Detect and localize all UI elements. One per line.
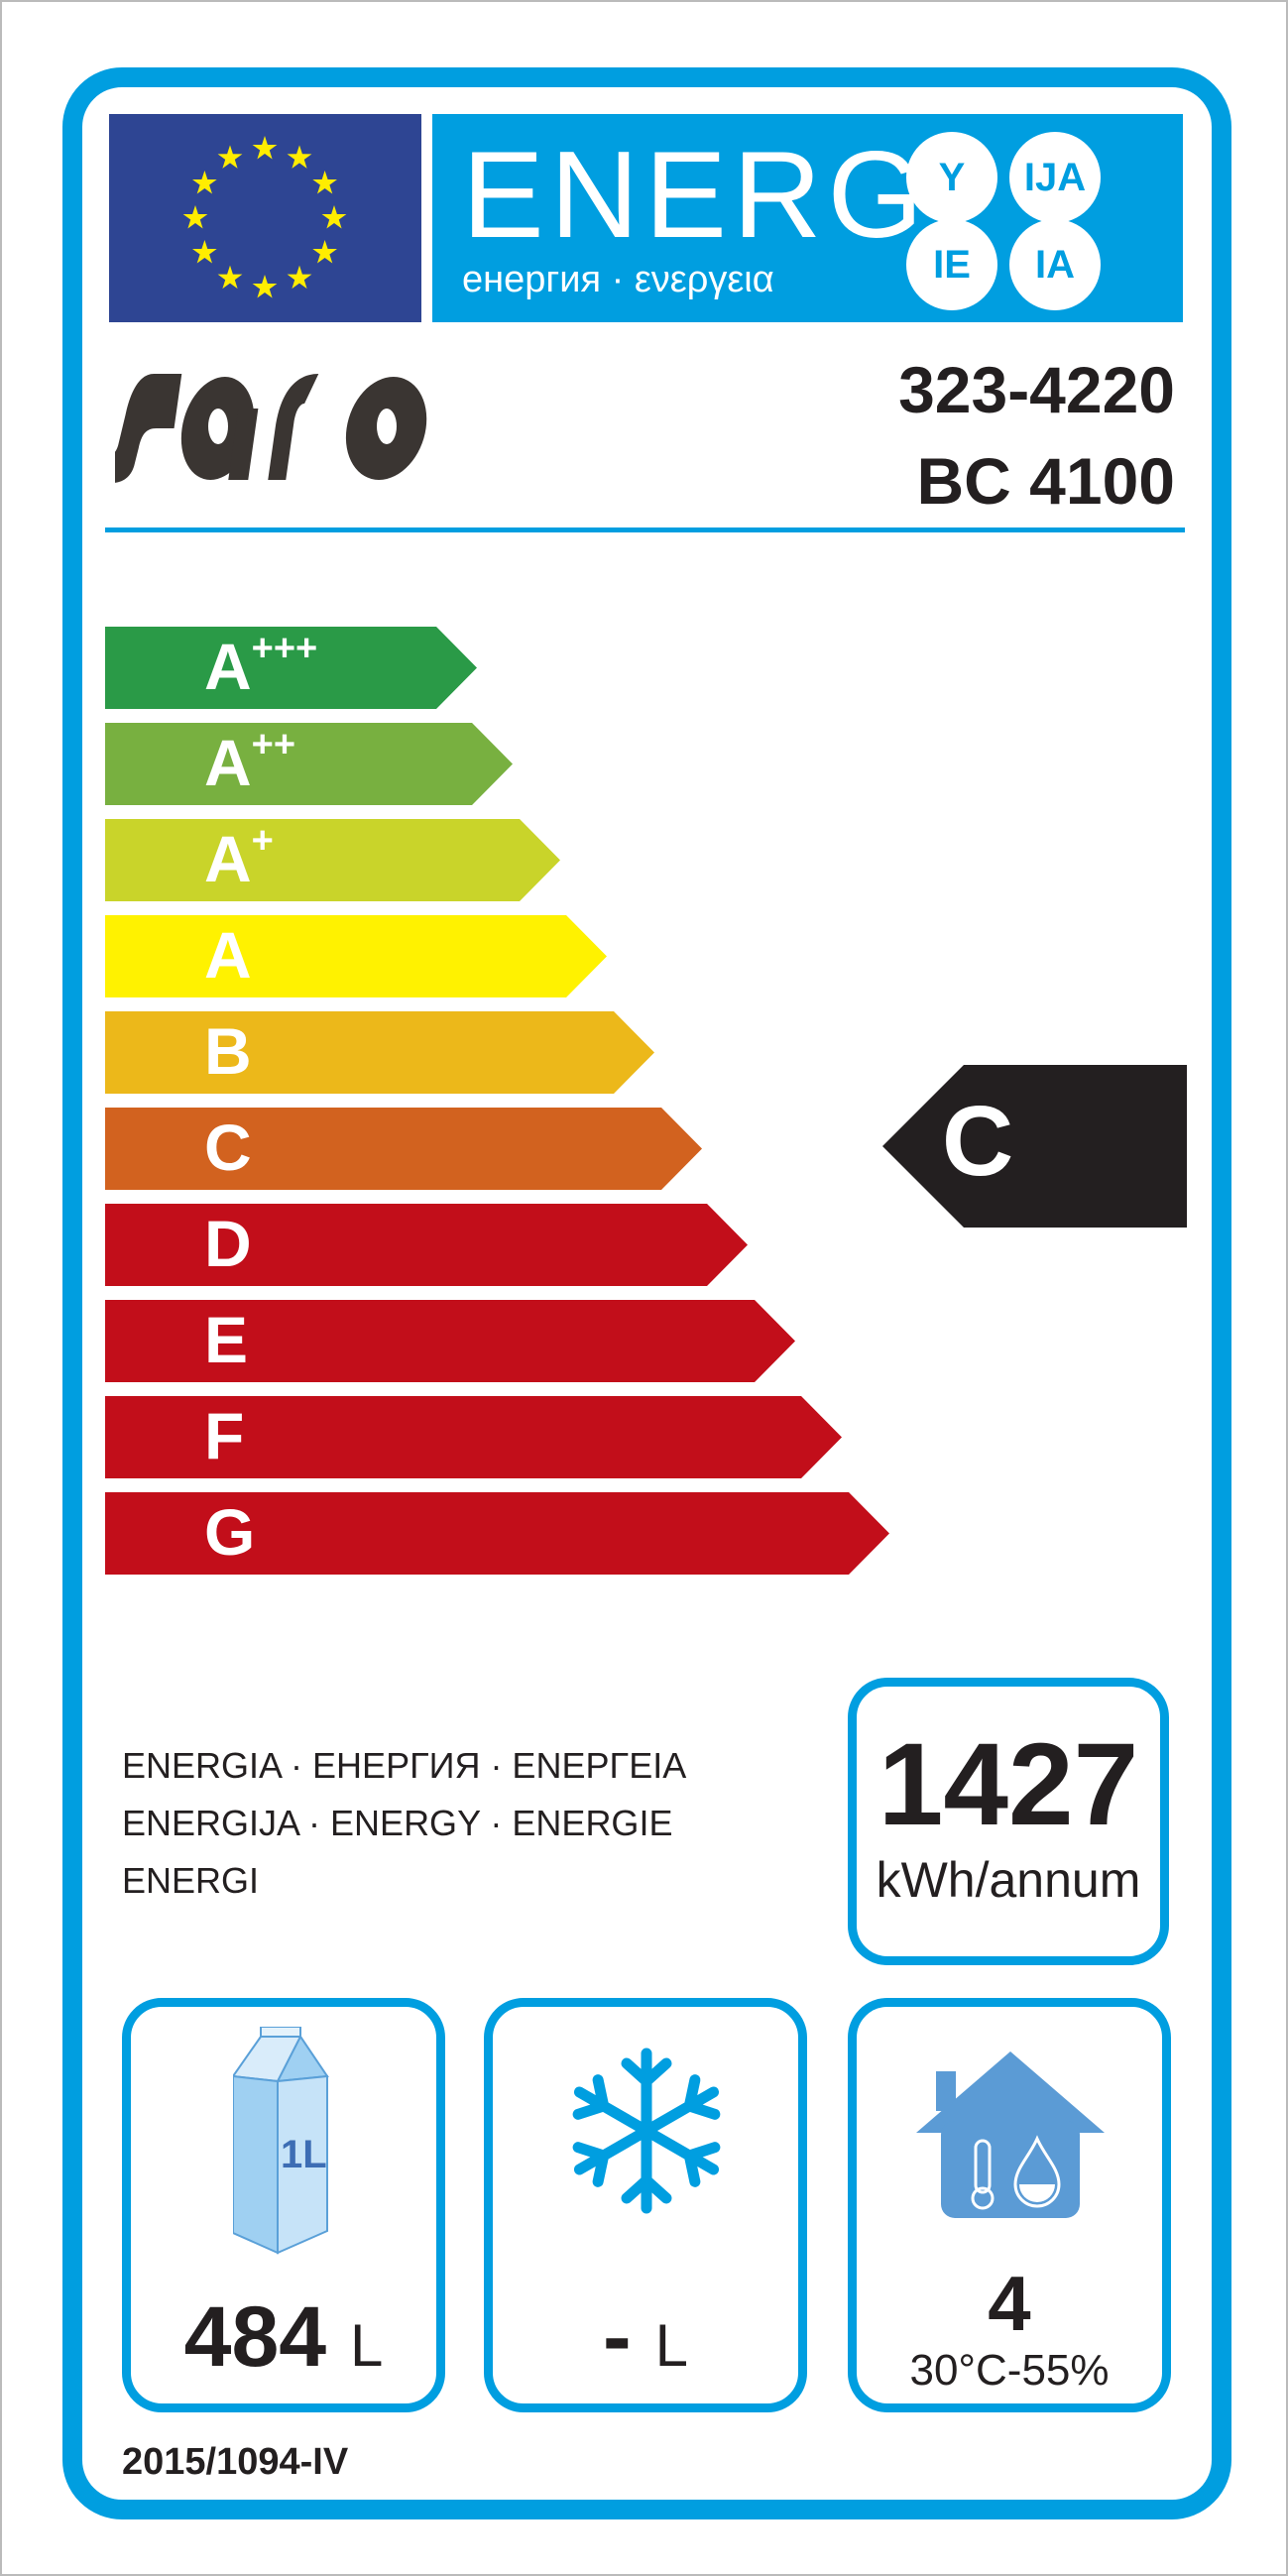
scale-bar-label: A+ xyxy=(204,820,274,895)
scale-bar-b: B xyxy=(105,1011,654,1094)
suffix-y: Y xyxy=(906,132,997,223)
scale-bar-c: C xyxy=(105,1108,702,1190)
energy-words: ENERGIA · ЕНЕРГИЯ · ΕΝΕΡΓΕΙΑ ENERGIJA · … xyxy=(122,1737,686,1910)
scale-bar-ap: A+ xyxy=(105,819,560,901)
scale-bar-e: E xyxy=(105,1300,795,1382)
header-title: ENERG xyxy=(462,127,929,264)
label-frame xyxy=(62,67,1231,2519)
climate-class-box: 4 30°C-55% xyxy=(848,1998,1171,2412)
star-icon xyxy=(287,265,312,290)
scale-bar-label: G xyxy=(204,1495,256,1569)
milk-carton-icon: 1L xyxy=(233,2027,329,2255)
star-icon xyxy=(252,275,278,298)
star-icon xyxy=(217,265,243,290)
house-thermometer-drop-icon xyxy=(916,2051,1105,2218)
freezer-unit: L xyxy=(654,2312,688,2379)
climate-conditions: 30°C-55% xyxy=(909,2346,1110,2395)
header-subtitle: енергия · ενεργεια xyxy=(462,259,774,300)
rating-indicator: C xyxy=(882,1065,1187,1228)
climate-class: 4 xyxy=(988,2260,1031,2347)
scale-bar-g: G xyxy=(105,1492,889,1575)
brand-logo xyxy=(98,369,472,488)
suffix-ija: IJA xyxy=(1009,132,1101,223)
star-icon xyxy=(321,205,347,229)
freezer-volume-box: - L xyxy=(484,1998,807,2412)
energy-consumption-box: 1427 kWh/annum xyxy=(848,1678,1169,1965)
carton-label: 1L xyxy=(281,2133,327,2176)
rating-letter: C xyxy=(942,1086,1014,1197)
energy-words-line: ENERGIA · ЕНЕРГИЯ · ΕΝΕΡΓΕΙΑ xyxy=(122,1745,687,1786)
storage-unit: L xyxy=(350,2312,384,2379)
eu-flag xyxy=(109,114,421,322)
scale-bar-label: B xyxy=(204,1014,252,1088)
storage-value: 484 L xyxy=(131,2294,436,2380)
freezer-number: - xyxy=(603,2289,632,2385)
energy-words-line: ENERGIJA · ENERGY · ENERGIE xyxy=(122,1803,673,1843)
scale-bar-appp: A+++ xyxy=(105,627,477,709)
scale-bar-label: A+++ xyxy=(204,628,318,703)
star-icon xyxy=(252,136,278,160)
scale-bar-label: C xyxy=(204,1111,252,1184)
storage-volume-box: 1L 484 L xyxy=(122,1998,445,2412)
storage-number: 484 xyxy=(183,2289,327,2385)
suffix-ia: IA xyxy=(1009,219,1101,310)
eu-stars-icon xyxy=(182,136,347,298)
suffix-ie: IE xyxy=(906,219,997,310)
snowflake-icon xyxy=(572,2048,721,2214)
consumption-unit: kWh/annum xyxy=(876,1852,1141,1908)
star-icon xyxy=(217,145,243,169)
scale-bar-app: A++ xyxy=(105,723,513,805)
freezer-value: - L xyxy=(493,2294,798,2380)
regulation-reference: 2015/1094-IV xyxy=(122,2441,349,2483)
scale-bar-a: A xyxy=(105,915,607,997)
consumption-value: 1427 xyxy=(878,1719,1139,1850)
star-icon xyxy=(287,145,312,169)
star-icon xyxy=(192,171,217,194)
scale-bar-label: A++ xyxy=(204,724,296,799)
scale-bar-label: E xyxy=(204,1303,249,1376)
energy-words-line: ENERGI xyxy=(122,1860,260,1901)
scale-bar-d: D xyxy=(105,1204,748,1286)
star-icon xyxy=(182,205,208,229)
scale-bar-label: A xyxy=(204,918,252,992)
star-icon xyxy=(192,240,217,264)
energy-header: ENERG енергия · ενεργεια Y IJA IE IA xyxy=(432,114,1183,322)
star-icon xyxy=(312,171,337,194)
star-icon xyxy=(312,240,337,264)
scale-bar-label: F xyxy=(204,1399,245,1472)
scale-bar-label: D xyxy=(204,1207,252,1280)
article-number: 323-4220 xyxy=(898,353,1175,426)
model-name: BC 4100 xyxy=(916,444,1176,518)
scale-bar-f: F xyxy=(105,1396,842,1478)
divider xyxy=(105,527,1185,532)
